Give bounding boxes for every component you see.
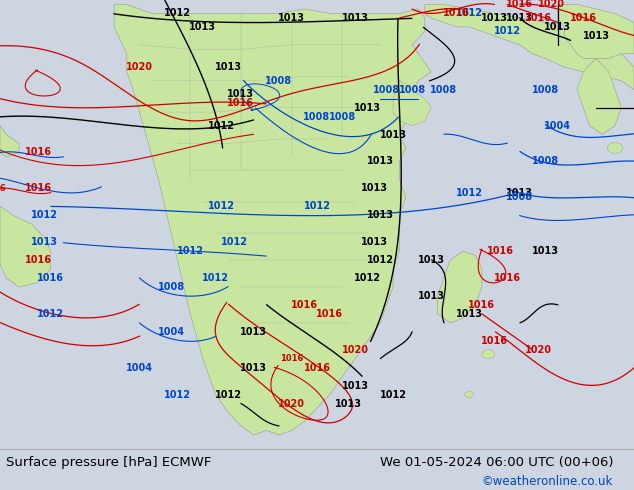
Text: 1013: 1013 <box>361 237 387 247</box>
Text: 1012: 1012 <box>456 8 482 19</box>
Text: 1012: 1012 <box>380 390 406 399</box>
Text: 1012: 1012 <box>367 255 394 265</box>
Text: 1013: 1013 <box>361 183 387 194</box>
Text: 1013: 1013 <box>335 398 362 409</box>
Text: 1013: 1013 <box>367 210 394 220</box>
Text: 1008: 1008 <box>507 192 533 202</box>
Text: 1012: 1012 <box>164 390 191 399</box>
Text: 1012: 1012 <box>209 121 235 130</box>
Text: 1012: 1012 <box>164 8 191 19</box>
Text: 1016: 1016 <box>469 300 495 310</box>
Text: 1013: 1013 <box>31 237 58 247</box>
Polygon shape <box>0 125 19 157</box>
Text: 1016: 1016 <box>228 98 254 108</box>
Text: 1013: 1013 <box>278 13 305 23</box>
Text: 1013: 1013 <box>240 363 267 373</box>
Polygon shape <box>577 58 621 135</box>
Text: 1008: 1008 <box>532 156 559 167</box>
Text: 1020: 1020 <box>342 344 368 355</box>
Polygon shape <box>425 4 634 90</box>
Polygon shape <box>437 251 482 323</box>
Text: 1016: 1016 <box>570 13 597 23</box>
Text: 1012: 1012 <box>354 273 381 283</box>
Text: 1012: 1012 <box>304 201 330 211</box>
Text: 1013: 1013 <box>456 309 482 319</box>
Text: 1020: 1020 <box>526 344 552 355</box>
Text: 1008: 1008 <box>430 85 457 95</box>
Text: 1008: 1008 <box>158 282 184 292</box>
Text: 1004: 1004 <box>545 121 571 130</box>
Text: 1016: 1016 <box>25 255 51 265</box>
Text: 1013: 1013 <box>583 31 609 41</box>
Text: 1013: 1013 <box>190 22 216 32</box>
Polygon shape <box>393 81 431 125</box>
Text: 1016: 1016 <box>494 273 521 283</box>
Text: 16: 16 <box>0 184 6 193</box>
Text: 1013: 1013 <box>507 188 533 198</box>
Text: 1012: 1012 <box>494 26 521 36</box>
Text: 1004: 1004 <box>158 327 184 337</box>
Text: 1016: 1016 <box>291 300 318 310</box>
Text: 1012: 1012 <box>177 246 204 256</box>
Text: 1013: 1013 <box>418 291 444 301</box>
Text: 1013: 1013 <box>418 255 444 265</box>
Text: 1008: 1008 <box>329 112 356 122</box>
Text: 1013: 1013 <box>380 129 406 140</box>
Text: 1008: 1008 <box>532 85 559 95</box>
Text: 1020: 1020 <box>278 398 305 409</box>
Text: 1016: 1016 <box>488 246 514 256</box>
Text: 1012: 1012 <box>456 188 482 198</box>
Polygon shape <box>558 4 634 58</box>
Text: 1013: 1013 <box>367 156 394 167</box>
Text: 1016: 1016 <box>280 354 303 363</box>
Text: 1012: 1012 <box>37 309 64 319</box>
Text: Surface pressure [hPa] ECMWF: Surface pressure [hPa] ECMWF <box>6 456 212 469</box>
Text: 1013: 1013 <box>545 22 571 32</box>
Text: 1013: 1013 <box>342 13 368 23</box>
Circle shape <box>482 350 495 359</box>
Text: We 01-05-2024 06:00 UTC (00+06): We 01-05-2024 06:00 UTC (00+06) <box>380 456 614 469</box>
Text: 1016: 1016 <box>25 183 51 194</box>
Text: 1016: 1016 <box>526 13 552 23</box>
Text: 1013: 1013 <box>532 246 559 256</box>
Text: 1008: 1008 <box>399 85 425 95</box>
Text: 1016: 1016 <box>37 273 64 283</box>
Polygon shape <box>0 206 51 287</box>
Text: ©weatheronline.co.uk: ©weatheronline.co.uk <box>482 475 613 488</box>
Text: 1016: 1016 <box>507 0 533 9</box>
Text: 1016: 1016 <box>443 8 470 19</box>
Text: 1012: 1012 <box>221 237 248 247</box>
Text: 1008: 1008 <box>266 75 292 86</box>
Text: 1012: 1012 <box>202 273 229 283</box>
Text: 1013: 1013 <box>342 381 368 391</box>
Text: 1016: 1016 <box>304 363 330 373</box>
Text: 1012: 1012 <box>215 390 242 399</box>
Text: 1013: 1013 <box>215 62 242 72</box>
Text: 1020: 1020 <box>538 0 565 9</box>
Text: 1016: 1016 <box>25 147 51 157</box>
Text: 1004: 1004 <box>126 363 153 373</box>
Text: 1016: 1016 <box>481 336 508 346</box>
Text: 1013: 1013 <box>507 13 533 23</box>
Polygon shape <box>114 4 431 435</box>
Circle shape <box>607 143 623 153</box>
Text: 1008: 1008 <box>373 85 400 95</box>
Text: 1020: 1020 <box>126 62 153 72</box>
Text: 1012: 1012 <box>209 201 235 211</box>
Text: 1013: 1013 <box>240 327 267 337</box>
Text: 1013: 1013 <box>228 89 254 99</box>
Text: 1012: 1012 <box>31 210 58 220</box>
Circle shape <box>465 392 474 398</box>
Text: 1008: 1008 <box>304 112 330 122</box>
Text: 1013: 1013 <box>354 102 381 113</box>
Text: 1013: 1013 <box>481 13 508 23</box>
Text: 1016: 1016 <box>316 309 343 319</box>
